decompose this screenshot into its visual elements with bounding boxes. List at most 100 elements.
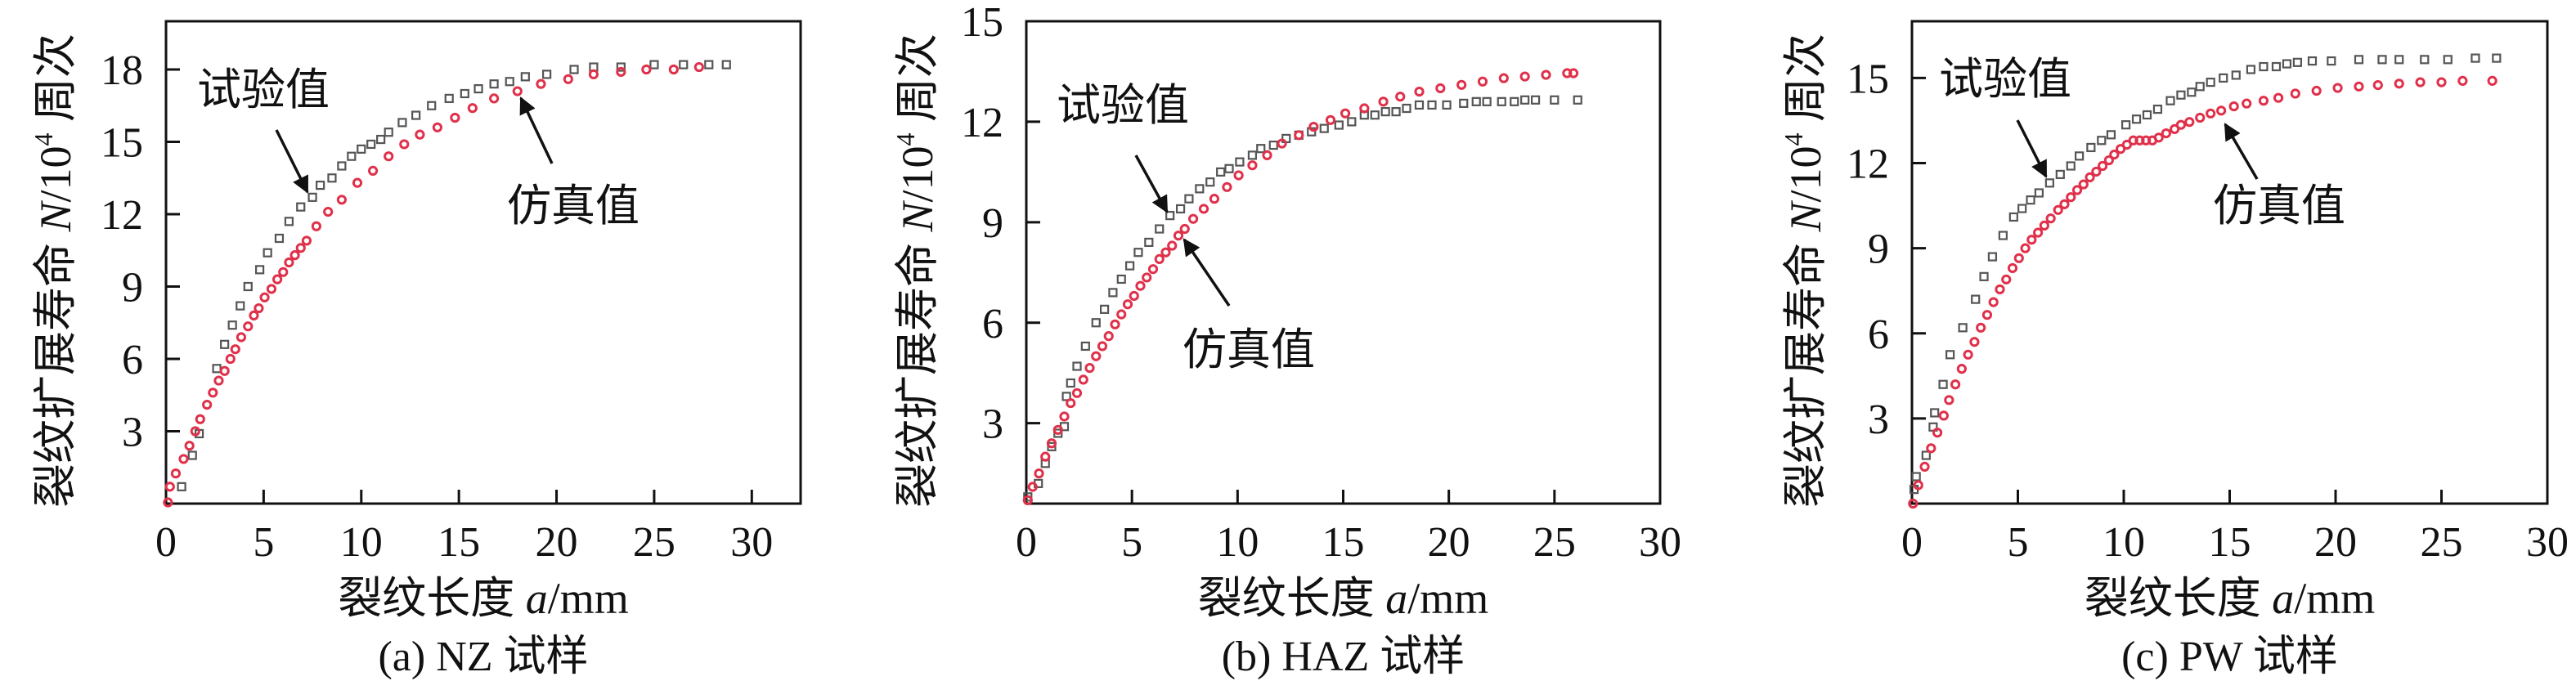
data-point-experimental [1938,379,1948,389]
data-point-experimental [1124,261,1135,271]
data-point-simulated [668,64,679,75]
data-point-simulated [2290,88,2300,99]
data-point-simulated [1122,299,1133,310]
data-point-experimental [236,301,245,311]
data-point-experimental [2354,55,2364,65]
data-point-simulated [1187,213,1199,224]
x-tick-label: 5 [253,519,274,566]
data-point-simulated [1084,362,1095,374]
x-tick-label: 5 [1121,519,1142,566]
data-point-experimental [2086,142,2096,153]
data-point-experimental [1370,110,1380,120]
x-tick-label: 0 [155,519,177,566]
data-point-simulated [178,454,189,464]
data-point-experimental [177,482,186,491]
data-point-simulated [1147,264,1159,275]
annotation-experimental: 试验值 [1939,55,2071,104]
data-point-experimental [1945,350,1955,360]
data-point-experimental [1247,150,1258,160]
y-tick-label: 12 [1847,141,1889,188]
data-point-simulated [2066,192,2076,203]
data-point-simulated [1995,284,2005,295]
data-point-simulated [254,302,264,314]
x-tick-label: 25 [1533,519,1576,566]
x-tick-label: 10 [340,519,383,566]
data-point-simulated [195,414,205,424]
y-axis-label-tail: 周次 [893,34,942,133]
data-point-simulated [2026,235,2037,245]
annotation-experimental: 试验值 [1057,81,1189,130]
data-point-experimental [1510,96,1519,106]
plot-frame [164,20,802,505]
data-point-simulated [1919,461,1930,472]
x-axis-label-var: a [526,574,548,623]
data-point-simulated [1988,297,1999,307]
data-point-experimental [1427,100,1437,110]
y-tick-label: 6 [982,301,1003,347]
y-axis-label-var: N [893,200,942,233]
y-tick-label: 12 [961,100,1003,146]
data-point-experimental [2292,57,2302,67]
data-point-simulated [1116,309,1127,320]
data-point-experimental [2420,55,2430,65]
data-point-experimental [649,60,659,69]
data-point-simulated [1340,108,1351,119]
data-point-simulated [1938,410,1949,421]
data-point-simulated [336,195,347,205]
chart-panel-1: 0 5 10 15 20 25 30 3 6 9 12 15 裂纹长度 a/mm 裂纹扩展寿命 N/104… [891,0,1681,680]
data-point-simulated [1477,76,1488,87]
data-point-experimental [1979,271,1989,281]
data-point-simulated [641,64,652,75]
data-point-simulated [1913,480,1923,491]
data-point-experimental [1091,318,1101,328]
data-point-simulated [1541,69,1551,80]
data-point-simulated [1294,130,1304,141]
data-point-simulated [2228,101,2239,112]
data-point-experimental [2307,56,2318,66]
data-point-simulated [1498,73,1509,83]
data-point-simulated [415,129,425,140]
data-point-simulated [1040,451,1051,462]
data-point-experimental [384,128,393,137]
x-axis-label-main: 裂纹长度 [2085,574,2273,623]
data-point-simulated [588,69,599,80]
data-point-simulated [2053,204,2063,215]
data-point-simulated [2153,132,2164,143]
y-tick-label: 15 [101,120,143,167]
data-point-simulated [225,353,236,365]
x-axis-label: 裂纹长度 a/mm [338,574,629,623]
data-point-experimental [541,69,552,79]
y-tick-label: 15 [1847,56,1889,102]
data-point-simulated [311,221,321,231]
data-point-experimental [2443,55,2453,65]
y-axis-label: 裂纹扩展寿命 N/104 周次 [1779,34,1830,508]
x-tick-label: 30 [730,519,773,566]
data-point-experimental [1497,96,1506,106]
x-axis-label-var: a [2272,574,2294,623]
data-point-simulated [2161,128,2171,139]
data-point-simulated [1277,138,1287,149]
data-point-experimental [2259,61,2269,72]
x-tick-label: 15 [2209,519,2251,566]
data-point-simulated [202,399,213,410]
chart-panel-2: 0 5 10 15 20 25 30 3 6 9 12 15 裂纹长度 a/mm 裂纹扩展寿命 N/104… [1779,20,2569,680]
data-point-simulated [2059,199,2070,209]
data-point-simulated [1198,204,1209,214]
data-point-experimental [347,151,357,161]
data-point-simulated [190,426,200,437]
y-axis-label-tail: 周次 [1781,34,1830,133]
x-axis-label: 裂纹长度 a/mm [2085,574,2376,623]
data-point-experimental [274,233,285,244]
data-point-simulated [1519,71,1530,82]
y-axis-label-tail: 周次 [31,34,80,133]
data-point-simulated [1233,170,1244,181]
data-point-simulated [1969,337,1980,347]
data-point-simulated [2013,253,2024,263]
data-point-experimental [1930,408,1940,418]
data-point-experimental [2165,96,2175,105]
annotation-simulated: 仿真值 [1183,325,1315,374]
data-point-experimental [2066,161,2076,171]
data-point-simulated [295,243,306,253]
data-point-simulated [467,103,478,114]
